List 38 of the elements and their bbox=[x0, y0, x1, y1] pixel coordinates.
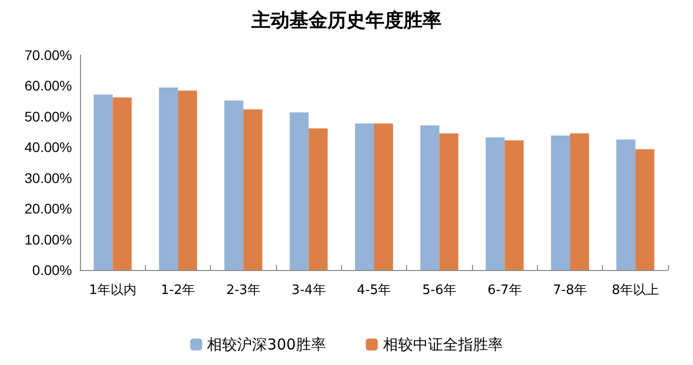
legend-label: 相较中证全指胜率 bbox=[382, 336, 503, 354]
y-tick-label: 40.00% bbox=[24, 139, 72, 156]
x-tick-label: 1-2年 bbox=[160, 283, 196, 298]
bar bbox=[570, 133, 589, 270]
y-tick-label: 50.00% bbox=[24, 108, 72, 124]
bar bbox=[178, 90, 197, 270]
bar bbox=[243, 109, 262, 270]
bar bbox=[308, 128, 328, 270]
bar bbox=[224, 100, 244, 270]
x-tick-label: 2-3年 bbox=[226, 283, 260, 298]
bar bbox=[486, 137, 505, 270]
y-tick-label: 60.00% bbox=[24, 78, 72, 94]
y-tick-label: 0.00% bbox=[32, 262, 72, 278]
bar bbox=[616, 139, 636, 270]
bar bbox=[420, 125, 440, 270]
legend-label: 相较沪深300胜率 bbox=[207, 336, 326, 354]
bar bbox=[551, 135, 570, 270]
y-tick-label: 20.00% bbox=[24, 200, 72, 217]
bar bbox=[374, 123, 393, 270]
x-tick-label: 6-7年 bbox=[488, 283, 522, 298]
bar bbox=[439, 133, 458, 270]
chart-title: 主动基金历史年度胜率 bbox=[250, 10, 442, 32]
bar bbox=[290, 112, 309, 270]
x-tick-label: 1年以内 bbox=[89, 283, 136, 298]
bar bbox=[504, 140, 524, 270]
x-tick-label: 7-8年 bbox=[552, 283, 588, 298]
x-tick-label: 5-6年 bbox=[422, 283, 456, 298]
bar bbox=[355, 123, 374, 270]
x-tick-label: 3-4年 bbox=[292, 283, 326, 298]
bar bbox=[635, 149, 654, 270]
y-tick-label: 70.00% bbox=[24, 47, 72, 63]
x-tick-label: 4-5年 bbox=[356, 283, 392, 298]
bar bbox=[94, 94, 113, 270]
y-tick-label: 30.00% bbox=[24, 170, 72, 186]
x-tick-label: 8年以上 bbox=[612, 283, 659, 298]
y-tick-label: 10.00% bbox=[24, 231, 72, 248]
bar bbox=[112, 97, 132, 270]
bar bbox=[159, 88, 178, 270]
